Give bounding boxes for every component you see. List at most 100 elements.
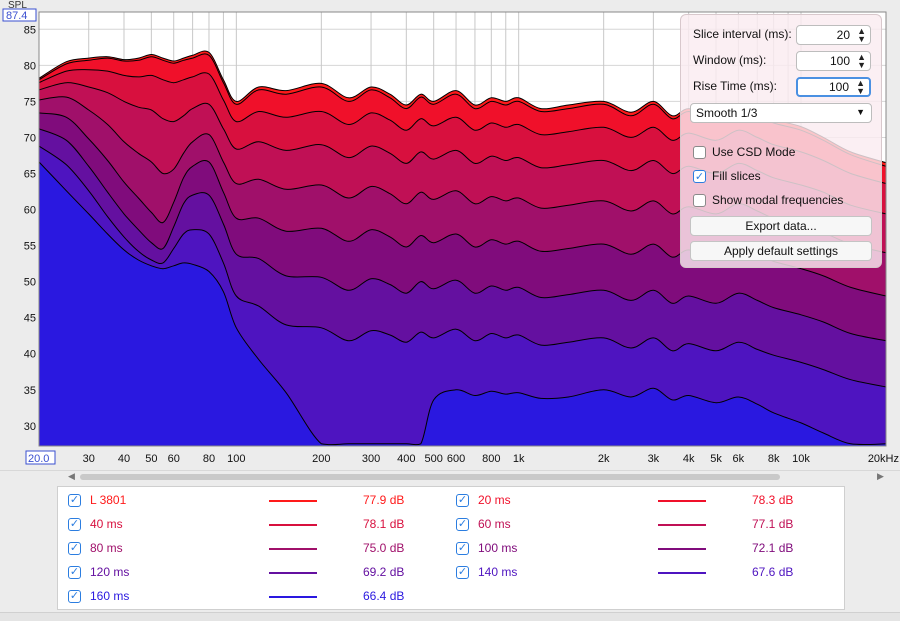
x-tick-label: 200 bbox=[312, 453, 330, 465]
x-tick-label: 400 bbox=[397, 453, 415, 465]
legend-item-value: 78.1 dB bbox=[363, 517, 405, 531]
legend-item[interactable]: ✓ 60 ms 77.1 dB bbox=[58, 514, 838, 534]
checkbox-checked-icon[interactable]: ✓ bbox=[456, 542, 469, 555]
window-label: Window (ms): bbox=[693, 53, 767, 67]
legend-swatch bbox=[269, 500, 317, 502]
plot-border bbox=[38, 11, 887, 447]
checkbox-unchecked-icon[interactable] bbox=[693, 145, 706, 159]
y-tick-label: 35 bbox=[24, 385, 36, 397]
fill-slices-checkbox[interactable]: ✓ Fill slices bbox=[693, 169, 761, 183]
legend-item[interactable]: ✓ 140 ms 67.6 dB bbox=[58, 562, 838, 582]
checkbox-checked-icon[interactable]: ✓ bbox=[68, 518, 81, 531]
legend-item-name: 20 ms bbox=[478, 493, 511, 507]
y-max-box[interactable] bbox=[2, 8, 37, 22]
legend-item-value: 69.2 dB bbox=[363, 565, 405, 579]
slice-interval-stepper[interactable]: 20 ▲ ▼ bbox=[796, 25, 871, 45]
rise-time-stepper[interactable]: 100 ▲ ▼ bbox=[796, 77, 871, 97]
modal-frequencies-checkbox[interactable]: Show modal frequencies bbox=[693, 193, 843, 207]
modal-frequencies-label: Show modal frequencies bbox=[712, 193, 844, 207]
x-tick-label: 20kHz bbox=[868, 453, 899, 465]
x-tick-label: 50 bbox=[145, 453, 157, 465]
legend-item[interactable]: ✓ 120 ms 69.2 dB bbox=[58, 562, 838, 582]
y-max-value: 87.4 bbox=[6, 10, 27, 22]
x-tick-labels: 30 40 50 60 80 100 200 300 400 500 600 800 1k 2k 3k 4k 5… bbox=[83, 453, 899, 465]
slice-line-6 bbox=[38, 128, 887, 342]
legend-item-value: 66.4 dB bbox=[363, 589, 405, 603]
legend-item-value: 67.6 dB bbox=[752, 565, 794, 579]
checkbox-checked-icon[interactable]: ✓ bbox=[456, 494, 469, 507]
legend-item-value: 77.9 dB bbox=[363, 493, 405, 507]
x-tick-label: 60 bbox=[168, 453, 180, 465]
csd-mode-checkbox[interactable]: Use CSD Mode bbox=[693, 145, 795, 159]
slice-interval-value[interactable]: 20 bbox=[836, 28, 850, 42]
x-tick-label: 10k bbox=[792, 453, 810, 465]
apply-defaults-button[interactable]: Apply default settings bbox=[690, 241, 872, 261]
legend-item-name: 120 ms bbox=[90, 565, 130, 579]
legend-swatch bbox=[658, 548, 706, 550]
x-tick-label: 4k bbox=[683, 453, 695, 465]
scroll-right-icon[interactable]: ▶ bbox=[877, 471, 884, 481]
smoothing-select[interactable]: Smooth 1/3 ▼ bbox=[690, 103, 872, 123]
y-tick-label: 50 bbox=[24, 277, 36, 289]
x-tick-label: 30 bbox=[83, 453, 95, 465]
window-stepper[interactable]: 100 ▲ ▼ bbox=[796, 51, 871, 71]
scroll-left-icon[interactable]: ◀ bbox=[68, 471, 75, 481]
legend-swatch bbox=[658, 500, 706, 502]
y-tick-label: 45 bbox=[24, 313, 36, 325]
legend-item[interactable]: ✓ 20 ms 78.3 dB bbox=[58, 490, 838, 510]
status-bar bbox=[0, 612, 900, 621]
legend-item-name: 40 ms bbox=[90, 517, 123, 531]
slice-line-8 bbox=[38, 161, 887, 446]
checkbox-checked-icon[interactable]: ✓ bbox=[68, 590, 81, 603]
legend-swatch bbox=[269, 572, 317, 574]
checkbox-checked-icon[interactable]: ✓ bbox=[68, 566, 81, 579]
legend-item-value: 77.1 dB bbox=[752, 517, 794, 531]
legend-item-name: 100 ms bbox=[478, 541, 518, 555]
stepper-arrows-icon[interactable]: ▲ ▼ bbox=[857, 26, 866, 44]
fill-slices-label: Fill slices bbox=[712, 169, 761, 183]
legend-item[interactable]: ✓ 100 ms 72.1 dB bbox=[58, 538, 838, 558]
legend-item[interactable]: ✓ L 3801 77.9 dB bbox=[58, 490, 838, 510]
y-tick-label: 80 bbox=[24, 60, 36, 72]
legend-swatch bbox=[658, 524, 706, 526]
checkbox-checked-icon[interactable]: ✓ bbox=[68, 494, 81, 507]
checkbox-checked-icon[interactable]: ✓ bbox=[693, 169, 706, 183]
y-tick-label: 75 bbox=[24, 96, 36, 108]
checkbox-unchecked-icon[interactable] bbox=[693, 193, 706, 207]
rise-time-value[interactable]: 100 bbox=[828, 80, 849, 94]
smoothing-value: Smooth 1/3 bbox=[696, 106, 758, 120]
slice-area-8 bbox=[39, 162, 886, 446]
checkbox-checked-icon[interactable]: ✓ bbox=[456, 566, 469, 579]
stepper-arrows-icon[interactable]: ▲ ▼ bbox=[857, 52, 866, 70]
legend-item[interactable]: ✓ 80 ms 75.0 dB bbox=[58, 538, 838, 558]
y-tick-label: 70 bbox=[24, 132, 36, 144]
rise-time-label: Rise Time (ms): bbox=[693, 79, 777, 93]
checkbox-checked-icon[interactable]: ✓ bbox=[456, 518, 469, 531]
x-tick-label: 800 bbox=[482, 453, 500, 465]
legend-swatch bbox=[269, 596, 317, 598]
legend-item-name: 160 ms bbox=[90, 589, 130, 603]
scrollbar-thumb[interactable] bbox=[80, 474, 780, 480]
export-data-button[interactable]: Export data... bbox=[690, 216, 872, 236]
y-tick-label: 30 bbox=[24, 421, 36, 433]
window-value[interactable]: 100 bbox=[829, 54, 850, 68]
x-tick-label: 6k bbox=[733, 453, 745, 465]
legend-swatch bbox=[658, 572, 706, 574]
legend-item-name: 80 ms bbox=[90, 541, 123, 555]
legend-item[interactable]: ✓ 40 ms 78.1 dB bbox=[58, 514, 838, 534]
legend-item-value: 72.1 dB bbox=[752, 541, 794, 555]
slice-interval-label: Slice interval (ms): bbox=[693, 27, 792, 41]
y-tick-label: 60 bbox=[24, 205, 36, 217]
x-tick-label: 300 bbox=[362, 453, 380, 465]
y-tick-labels: 85 80 75 70 65 60 55 50 45 40 35 30 bbox=[24, 24, 36, 433]
stepper-arrows-icon[interactable]: ▲ ▼ bbox=[856, 78, 865, 96]
csd-mode-label: Use CSD Mode bbox=[712, 145, 796, 159]
x-tick-label: 600 bbox=[447, 453, 465, 465]
legend-panel: ✓ L 3801 77.9 dB ✓ 20 ms 78.3 dB ✓ 40 ms 78.1 dB… bbox=[57, 486, 845, 610]
slice-line-7 bbox=[38, 145, 887, 388]
x-min-box[interactable] bbox=[25, 450, 56, 465]
csd-settings-panel: Slice interval (ms): 20 ▲ ▼ Window (ms): … bbox=[680, 14, 882, 268]
x-min-value: 20.0 bbox=[28, 453, 49, 465]
checkbox-checked-icon[interactable]: ✓ bbox=[68, 542, 81, 555]
legend-item[interactable]: ✓ 160 ms 66.4 dB bbox=[58, 586, 838, 606]
